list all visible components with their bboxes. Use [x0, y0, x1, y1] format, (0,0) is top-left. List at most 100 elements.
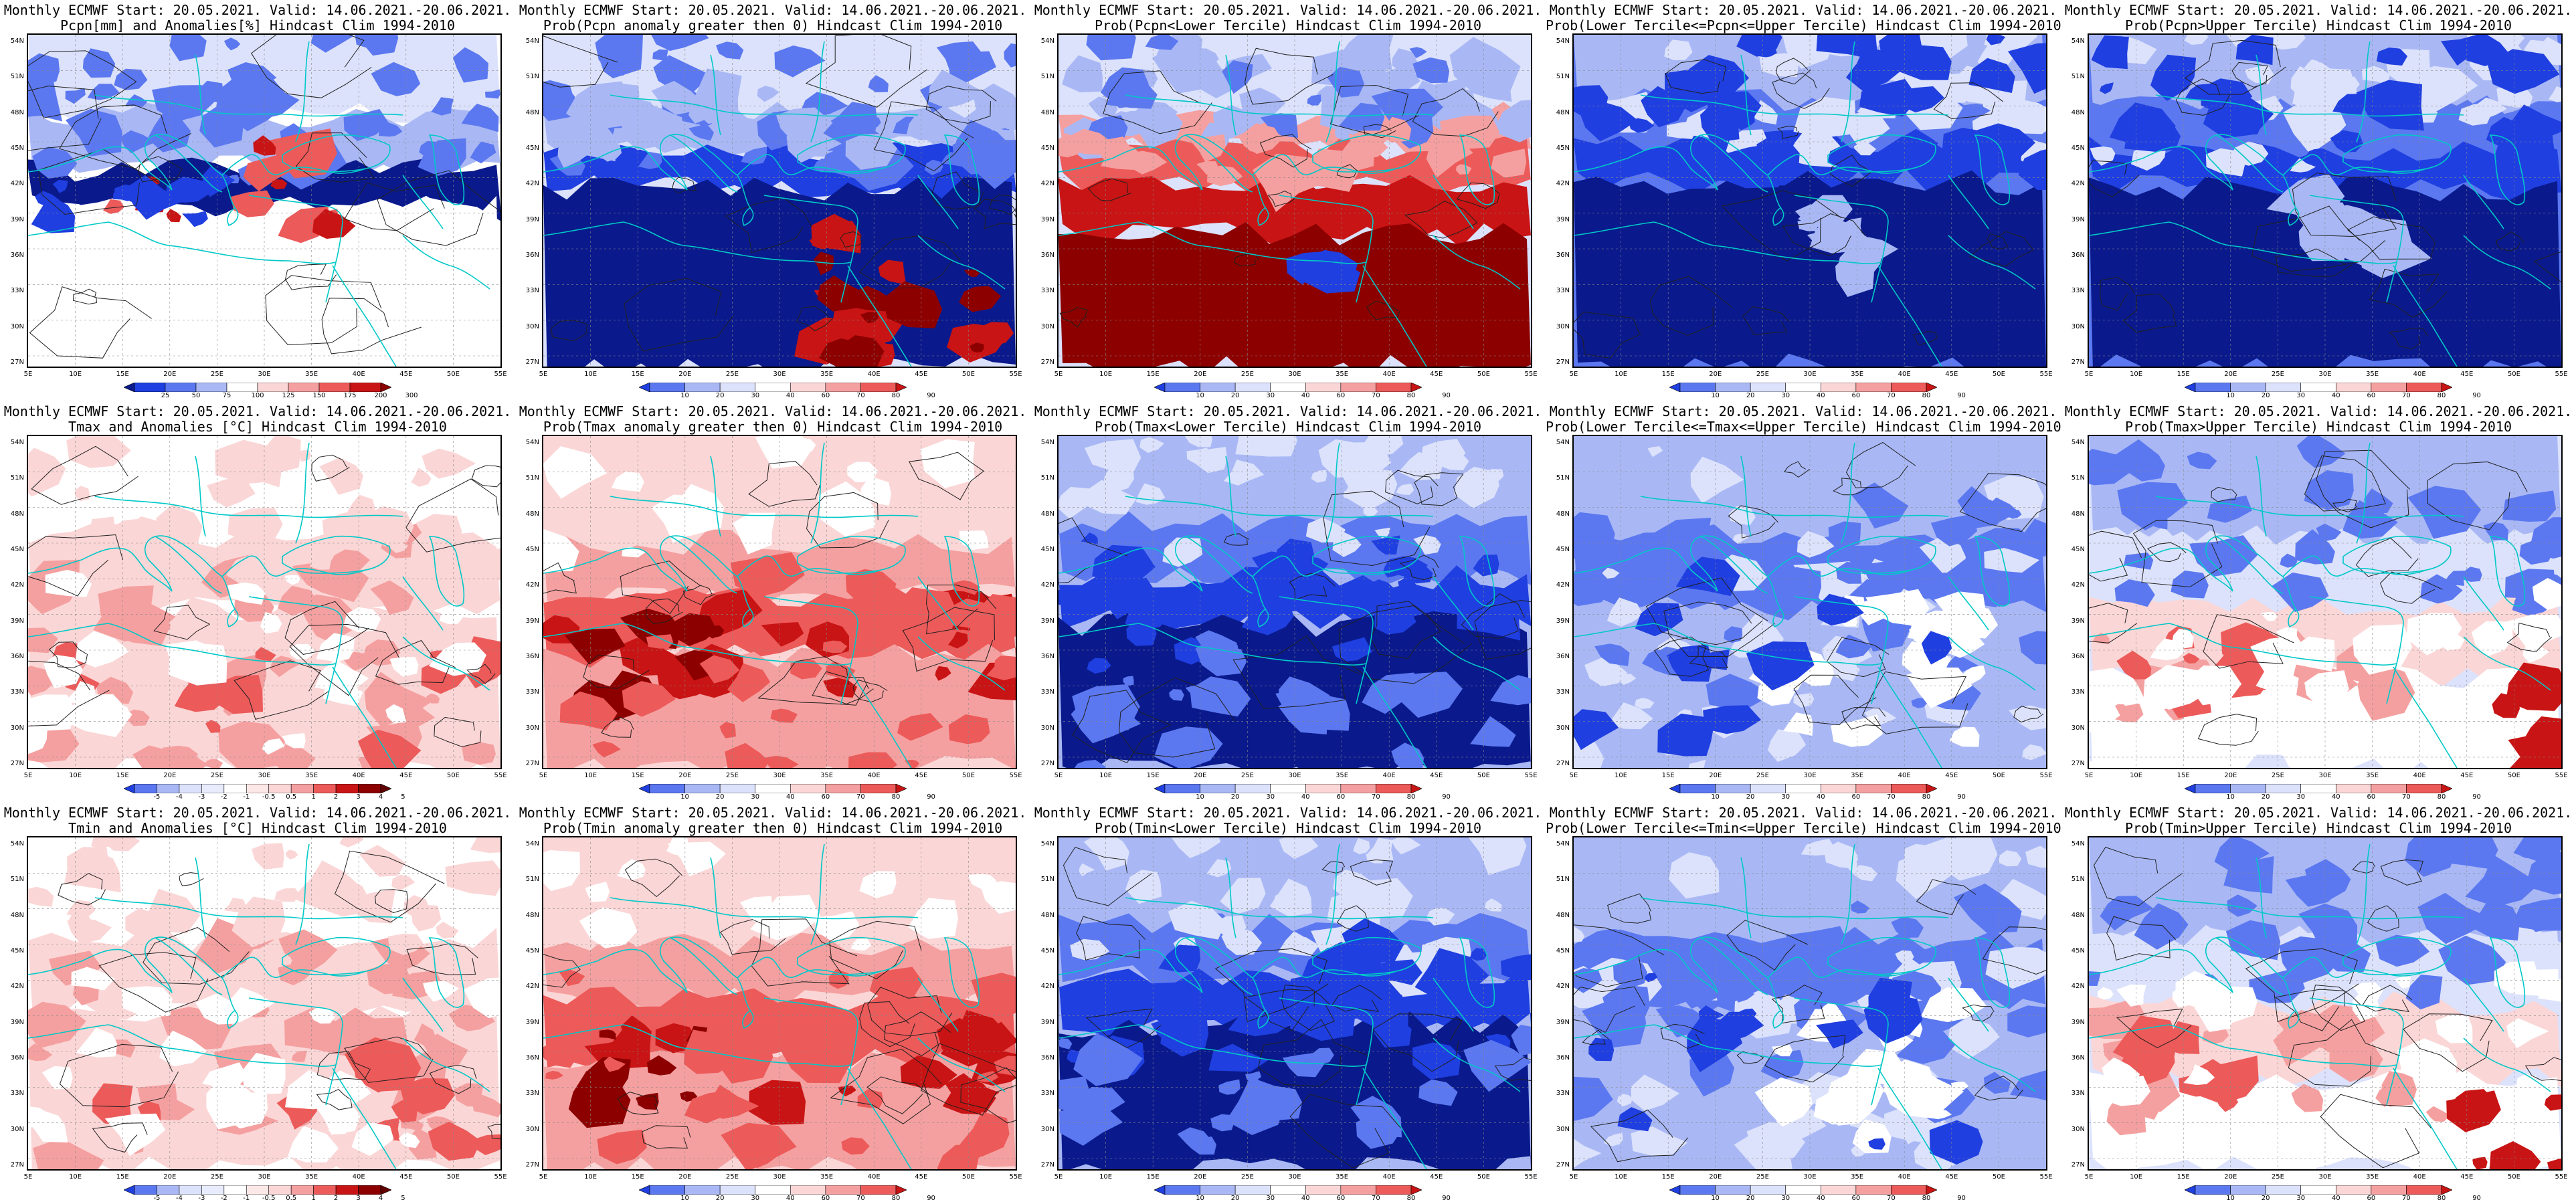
field-blob — [1675, 557, 1740, 597]
field-blob — [270, 656, 300, 678]
colorbar-segment — [790, 784, 826, 793]
field-blob — [849, 286, 892, 312]
colorbar-tick-label: 10 — [680, 1195, 689, 1202]
latitude-tick-label: 27N — [1556, 1161, 1570, 1169]
colorbar-segment — [223, 784, 247, 793]
latitude-tick-label: 42N — [1556, 983, 1570, 991]
isoline — [1370, 601, 1442, 660]
field-blob — [2017, 518, 2046, 559]
longitude-tick-label: 10E — [1615, 371, 1628, 378]
colorbar-graphic — [1154, 784, 1422, 793]
field-blob — [1086, 35, 1136, 61]
field-blob — [1746, 641, 1815, 691]
field-blob — [1223, 460, 1265, 486]
field-blob — [1734, 1128, 1792, 1169]
latitude-tick-label: 45N — [10, 144, 24, 152]
panel-title: Monthly ECMWF Start: 20.05.2021. Valid: … — [0, 805, 515, 836]
field-blob — [114, 184, 137, 201]
field-blob — [592, 740, 621, 758]
panel-title-line2: Prob(Lower Tercile<=Tmin<=Upper Tercile)… — [1546, 820, 2061, 836]
field-blob — [1883, 1059, 1934, 1100]
field-blob — [1574, 567, 1616, 607]
coastline — [1433, 175, 1474, 229]
coastline — [763, 997, 858, 1106]
isoline — [1338, 605, 1473, 684]
field-blob — [595, 35, 643, 79]
colorbar-tick-label: 30 — [751, 392, 760, 399]
colorbar-labels: 10 20 30 40 60 70 80 90 — [2185, 793, 2481, 801]
field-blob — [761, 755, 799, 768]
field-blob — [205, 720, 221, 733]
isoline — [29, 286, 152, 359]
colorbar-tick-label: 80 — [1922, 1195, 1931, 1202]
coastline — [1459, 937, 1495, 1008]
latitude-tick-label: 42N — [1040, 180, 1054, 188]
coastline — [2463, 1037, 2551, 1092]
coastline — [1312, 535, 1421, 574]
field-blob — [841, 1137, 870, 1155]
field-blob — [2544, 1094, 2561, 1111]
isoline — [748, 461, 821, 507]
field-blob — [28, 1013, 57, 1037]
isoline — [1574, 986, 1645, 1033]
colorbar-segment — [860, 1185, 897, 1195]
latitude-tick-label: 33N — [1040, 1090, 1054, 1098]
isoline — [1289, 1094, 1402, 1169]
panel-title-line2: Tmax and Anomalies [°C] Hindcast Clim 19… — [68, 419, 447, 435]
longitude-tick-label: 35E — [1851, 371, 1864, 378]
isoline — [153, 605, 210, 640]
field-blob — [1754, 1077, 1813, 1127]
latitude-tick-label: 54N — [10, 439, 24, 446]
colorbar-segment — [2371, 383, 2407, 392]
coastline — [610, 897, 919, 920]
field-blob — [2433, 837, 2498, 870]
panel-title-line2: Prob(Tmax<Lower Tercile) Hindcast Clim 1… — [1095, 419, 1481, 435]
isoline — [682, 585, 715, 605]
colorbar-labels: 10 20 30 40 60 70 80 90 — [1154, 793, 1451, 801]
latitude-tick-label: 54N — [1040, 439, 1054, 446]
isoline — [2013, 706, 2044, 723]
isoline — [1412, 88, 1499, 137]
colorbar-segment — [1164, 784, 1200, 793]
isoline — [796, 306, 834, 332]
colorbar-tick-label: 20 — [715, 793, 725, 801]
isoline — [1363, 124, 1396, 138]
isoline — [974, 199, 1016, 229]
coastline — [1948, 576, 1989, 631]
colorbar-segment — [2406, 1185, 2442, 1195]
field-blob — [1921, 631, 1952, 665]
field-blob — [66, 436, 131, 468]
colorbar-segment — [1340, 383, 1376, 392]
latitude-tick-label: 39N — [2071, 1018, 2085, 1026]
coastline — [1877, 1068, 1942, 1169]
field-blob — [2114, 579, 2155, 607]
latitude-tick-label: 45N — [525, 947, 539, 955]
coastline — [1574, 134, 1912, 191]
field-blob — [1815, 1088, 1875, 1126]
coastline — [248, 195, 343, 303]
colorbar-segment — [2300, 383, 2336, 392]
field-blob — [203, 759, 223, 768]
field-blob — [2214, 837, 2270, 873]
colorbar-segment — [790, 383, 826, 392]
field-blob — [2295, 62, 2357, 106]
field-blob — [229, 90, 282, 132]
coastline — [428, 536, 465, 607]
longitude-tick-label: 40E — [1382, 1173, 1396, 1181]
latitude-tick-label: 54N — [525, 439, 539, 446]
coastline — [810, 442, 825, 544]
longitude-tick-label: 15E — [2177, 1173, 2190, 1181]
coastline — [847, 1068, 912, 1169]
field-blob — [277, 952, 292, 966]
field-blob — [343, 109, 389, 141]
field-blob — [454, 1083, 484, 1107]
coastline — [2256, 857, 2267, 938]
coastline — [1841, 442, 1855, 544]
coastline — [710, 456, 721, 537]
map-frame — [2088, 836, 2563, 1171]
field-blob — [1685, 55, 1750, 105]
latitude-tick-label: 42N — [2071, 983, 2085, 991]
longitude-tick-label: 55E — [1524, 1173, 1538, 1181]
isoline — [2089, 530, 2142, 582]
colorbar-high-arrow — [1926, 784, 1937, 793]
